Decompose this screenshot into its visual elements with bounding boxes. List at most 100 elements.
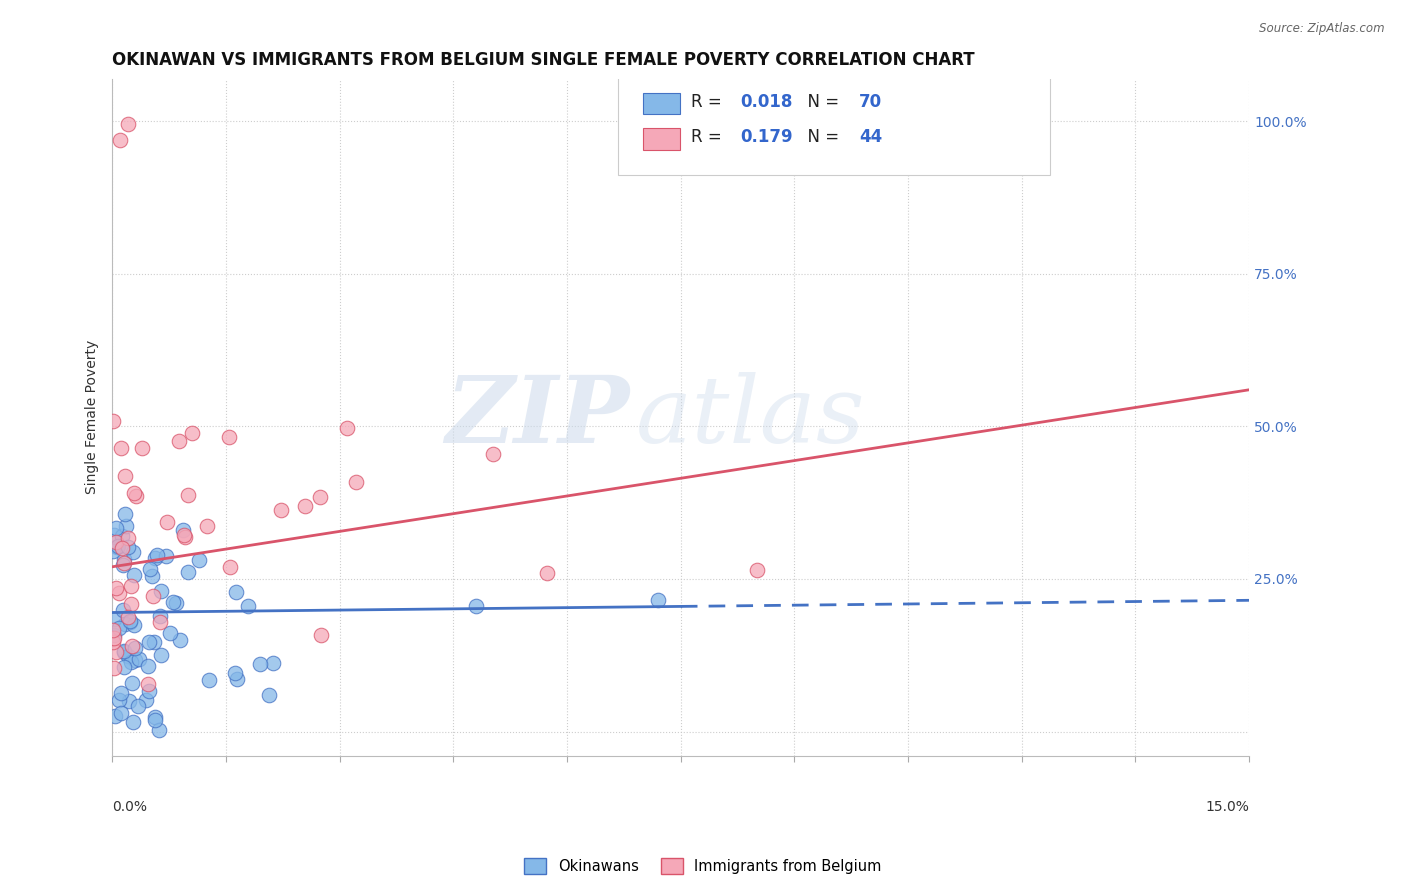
Point bbox=[249, 657, 271, 671]
Point bbox=[195, 518, 218, 533]
Point bbox=[107, 692, 129, 706]
Point bbox=[107, 539, 129, 553]
Point bbox=[112, 558, 135, 573]
Text: R =: R = bbox=[692, 128, 727, 146]
Point bbox=[172, 524, 194, 538]
Point bbox=[148, 723, 170, 737]
Point bbox=[177, 487, 200, 501]
Point bbox=[114, 617, 136, 632]
Point bbox=[270, 503, 292, 517]
Point bbox=[112, 552, 135, 566]
Point bbox=[101, 414, 124, 428]
Point bbox=[155, 549, 177, 563]
Point bbox=[536, 566, 558, 580]
Point bbox=[103, 631, 125, 645]
Point bbox=[117, 609, 139, 624]
Text: 0.018: 0.018 bbox=[740, 94, 793, 112]
Point bbox=[110, 442, 132, 456]
Point bbox=[128, 651, 150, 665]
Point bbox=[131, 441, 153, 455]
Point bbox=[104, 521, 127, 535]
Point bbox=[174, 531, 197, 545]
Point bbox=[110, 686, 132, 700]
Point bbox=[120, 597, 142, 611]
Text: ZIP: ZIP bbox=[446, 372, 630, 462]
Text: 44: 44 bbox=[859, 128, 883, 146]
Point bbox=[117, 649, 139, 664]
Point bbox=[108, 621, 131, 635]
Point bbox=[647, 593, 669, 607]
FancyBboxPatch shape bbox=[644, 93, 679, 114]
Point bbox=[169, 434, 191, 449]
Point bbox=[112, 644, 135, 658]
Point bbox=[481, 447, 503, 461]
Point bbox=[143, 713, 166, 727]
Point bbox=[165, 596, 187, 610]
Point bbox=[309, 627, 332, 641]
Point bbox=[111, 541, 134, 555]
Point bbox=[117, 531, 139, 545]
Point bbox=[197, 673, 219, 687]
Point bbox=[225, 585, 247, 599]
Point bbox=[120, 578, 142, 592]
Text: N =: N = bbox=[797, 128, 844, 146]
Point bbox=[127, 699, 149, 714]
Point bbox=[118, 614, 141, 628]
Point bbox=[101, 544, 124, 558]
Point bbox=[745, 563, 768, 577]
Point bbox=[148, 615, 170, 629]
FancyBboxPatch shape bbox=[619, 73, 1050, 175]
Point bbox=[150, 583, 173, 598]
Text: R =: R = bbox=[692, 94, 727, 112]
Point bbox=[177, 565, 200, 579]
Point bbox=[103, 528, 125, 542]
Point bbox=[180, 425, 202, 440]
Point bbox=[219, 559, 242, 574]
Point bbox=[122, 617, 145, 632]
Point bbox=[124, 653, 146, 667]
Text: 0.0%: 0.0% bbox=[112, 800, 148, 814]
Point bbox=[125, 490, 148, 504]
Point bbox=[120, 615, 142, 629]
Point bbox=[103, 628, 125, 642]
Text: atlas: atlas bbox=[636, 372, 865, 462]
Point bbox=[155, 516, 177, 530]
Point bbox=[111, 603, 134, 617]
Point bbox=[143, 550, 166, 565]
Point bbox=[114, 469, 136, 483]
Point bbox=[101, 623, 124, 637]
Text: OKINAWAN VS IMMIGRANTS FROM BELGIUM SINGLE FEMALE POVERTY CORRELATION CHART: OKINAWAN VS IMMIGRANTS FROM BELGIUM SING… bbox=[112, 51, 976, 69]
Point bbox=[108, 586, 131, 600]
Y-axis label: Single Female Poverty: Single Female Poverty bbox=[86, 340, 100, 494]
Text: Source: ZipAtlas.com: Source: ZipAtlas.com bbox=[1260, 22, 1385, 36]
Legend: Okinawans, Immigrants from Belgium: Okinawans, Immigrants from Belgium bbox=[519, 852, 887, 880]
Point bbox=[262, 656, 284, 670]
Point bbox=[143, 709, 166, 723]
Point bbox=[257, 689, 280, 703]
Point bbox=[142, 634, 165, 648]
Point bbox=[344, 475, 367, 489]
Point bbox=[124, 641, 146, 656]
Point bbox=[105, 645, 128, 659]
Point bbox=[115, 518, 138, 533]
Point bbox=[110, 706, 132, 721]
Point bbox=[112, 660, 135, 674]
Point bbox=[173, 528, 195, 542]
Point bbox=[294, 500, 316, 514]
Text: N =: N = bbox=[797, 94, 844, 112]
Point bbox=[225, 672, 247, 686]
Point bbox=[117, 117, 139, 131]
Point bbox=[142, 589, 165, 603]
Point bbox=[104, 581, 127, 595]
Point bbox=[218, 430, 240, 444]
Point bbox=[139, 562, 162, 576]
Point bbox=[103, 612, 125, 626]
Point bbox=[465, 599, 488, 614]
FancyBboxPatch shape bbox=[644, 128, 679, 150]
Text: 70: 70 bbox=[859, 94, 883, 112]
Point bbox=[121, 639, 143, 653]
Point bbox=[122, 545, 145, 559]
Point bbox=[103, 661, 125, 675]
Point bbox=[162, 595, 184, 609]
Point bbox=[146, 548, 169, 562]
